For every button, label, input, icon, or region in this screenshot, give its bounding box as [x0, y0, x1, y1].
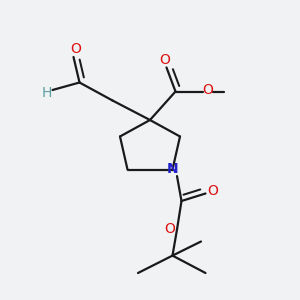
Text: N: N: [167, 162, 178, 176]
Text: O: O: [202, 83, 213, 97]
Text: H: H: [42, 86, 52, 100]
Text: O: O: [164, 222, 175, 236]
Text: O: O: [160, 53, 170, 67]
Text: O: O: [70, 43, 81, 56]
Text: O: O: [208, 184, 218, 198]
